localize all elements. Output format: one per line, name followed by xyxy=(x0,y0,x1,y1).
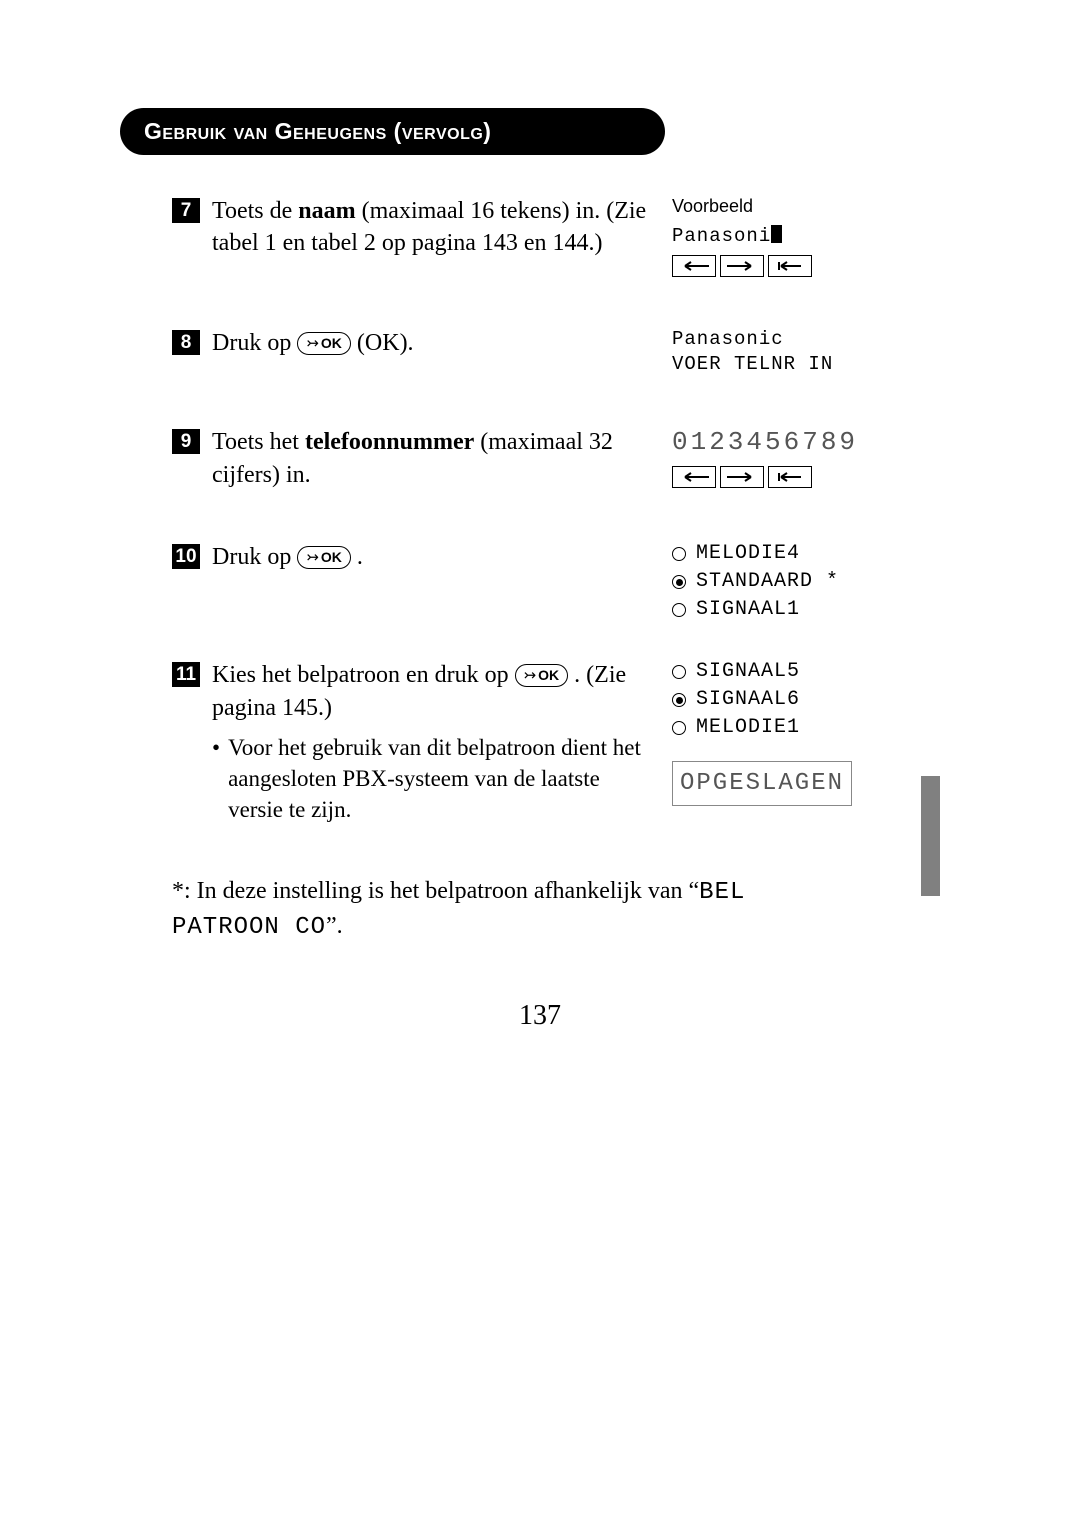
bullet-text: Voor het gebruik van dit belpatroon dien… xyxy=(228,732,652,825)
text: Kies het belpatroon en druk op xyxy=(212,662,515,688)
radio-label: MELODIE4 xyxy=(696,541,800,567)
lcd-line-1: Panasonic xyxy=(672,327,882,352)
radio-option: MELODIE4 xyxy=(672,541,882,567)
text: Toets de xyxy=(212,198,298,224)
radio-label: SIGNAAL6 xyxy=(696,687,800,713)
arrow-left-icon xyxy=(672,466,716,488)
arrow-home-icon xyxy=(768,255,812,277)
ok-button-icon: OK xyxy=(297,546,351,569)
arrow-home-icon xyxy=(768,466,812,488)
radio-option: STANDAARD * xyxy=(672,569,882,595)
radio-icon xyxy=(672,603,686,617)
stored-display: OPGESLAGEN xyxy=(672,761,852,806)
example: SIGNAAL5 SIGNAAL6 MELODIE1 OPGESLAGEN xyxy=(672,659,882,806)
arrow-left-icon xyxy=(672,255,716,277)
example: Voorbeeld Panasoni xyxy=(672,195,882,277)
step-text: Toets het telefoonnummer (maximaal 32 ci… xyxy=(212,426,672,491)
text: Druk op xyxy=(212,330,297,356)
step-text: Kies het belpatroon en druk op OK . (Zie… xyxy=(212,659,672,825)
step-10: 10 Druk op OK . MELODIE4 STANDAARD * SIG… xyxy=(172,541,882,625)
lcd-display: Panasoni xyxy=(672,224,882,249)
arrow-right-icon xyxy=(720,255,764,277)
radio-selected-icon xyxy=(672,575,686,589)
ok-button-icon: OK xyxy=(297,332,351,355)
page-number: 137 xyxy=(0,1000,1080,1032)
radio-label: SIGNAAL5 xyxy=(696,659,800,685)
step-9: 9 Toets het telefoonnummer (maximaal 32 … xyxy=(172,426,882,491)
arrow-right-icon xyxy=(720,466,764,488)
example: Panasonic VOER TELNR IN xyxy=(672,327,882,376)
radio-selected-icon xyxy=(672,693,686,707)
radio-list: SIGNAAL5 SIGNAAL6 MELODIE1 xyxy=(672,659,882,741)
arrow-buttons xyxy=(672,255,882,277)
text: . xyxy=(351,544,363,570)
radio-icon xyxy=(672,721,686,735)
radio-option: MELODIE1 xyxy=(672,715,882,741)
step-text: Druk op OK . xyxy=(212,541,672,573)
text: Druk op xyxy=(212,544,297,570)
text-bold: telefoonnummer xyxy=(305,429,474,455)
step-text: Toets de naam (maximaal 16 tekens) in. (… xyxy=(212,195,672,260)
step-number: 10 xyxy=(172,544,200,569)
step-7: 7 Toets de naam (maximaal 16 tekens) in.… xyxy=(172,195,882,277)
step-number: 9 xyxy=(172,429,200,454)
ok-button-icon: OK xyxy=(515,664,569,687)
footnote-text: *: In deze instelling is het belpatroon … xyxy=(172,878,699,904)
lcd-text: Panasoni xyxy=(672,225,771,247)
radio-option: SIGNAAL5 xyxy=(672,659,882,685)
phone-digits: 0123456789 xyxy=(672,426,882,460)
radio-option: SIGNAAL6 xyxy=(672,687,882,713)
example-label: Voorbeeld xyxy=(672,195,882,218)
step-11: 11 Kies het belpatroon en druk op OK . (… xyxy=(172,659,882,825)
radio-label: MELODIE1 xyxy=(696,715,800,741)
step-number: 8 xyxy=(172,330,200,355)
bullet-icon: • xyxy=(212,732,220,825)
example: MELODIE4 STANDAARD * SIGNAAL1 xyxy=(672,541,882,625)
radio-option: SIGNAAL1 xyxy=(672,597,882,623)
text-bold: naam xyxy=(298,198,355,224)
text: Toets het xyxy=(212,429,305,455)
text: (OK). xyxy=(351,330,414,356)
cursor-icon xyxy=(771,225,782,243)
bullet-note: • Voor het gebruik van dit belpatroon di… xyxy=(212,732,652,825)
step-number: 11 xyxy=(172,662,200,687)
footnote-text: ”. xyxy=(326,913,343,939)
section-header: Gebruik van Geheugens (vervolg) xyxy=(120,108,665,155)
radio-icon xyxy=(672,665,686,679)
radio-label: SIGNAAL1 xyxy=(696,597,800,623)
step-number: 7 xyxy=(172,198,200,223)
page-tab xyxy=(921,776,940,896)
radio-icon xyxy=(672,547,686,561)
example: 0123456789 xyxy=(672,426,882,488)
footnote: *: In deze instelling is het belpatroon … xyxy=(172,875,852,944)
step-8: 8 Druk op OK (OK). Panasonic VOER TELNR … xyxy=(172,327,882,376)
step-list: 7 Toets de naam (maximaal 16 tekens) in.… xyxy=(172,195,882,825)
radio-list: MELODIE4 STANDAARD * SIGNAAL1 xyxy=(672,541,882,623)
step-text: Druk op OK (OK). xyxy=(212,327,672,359)
lcd-line-2: VOER TELNR IN xyxy=(672,352,882,377)
radio-label: STANDAARD * xyxy=(696,569,839,595)
arrow-buttons xyxy=(672,466,882,488)
